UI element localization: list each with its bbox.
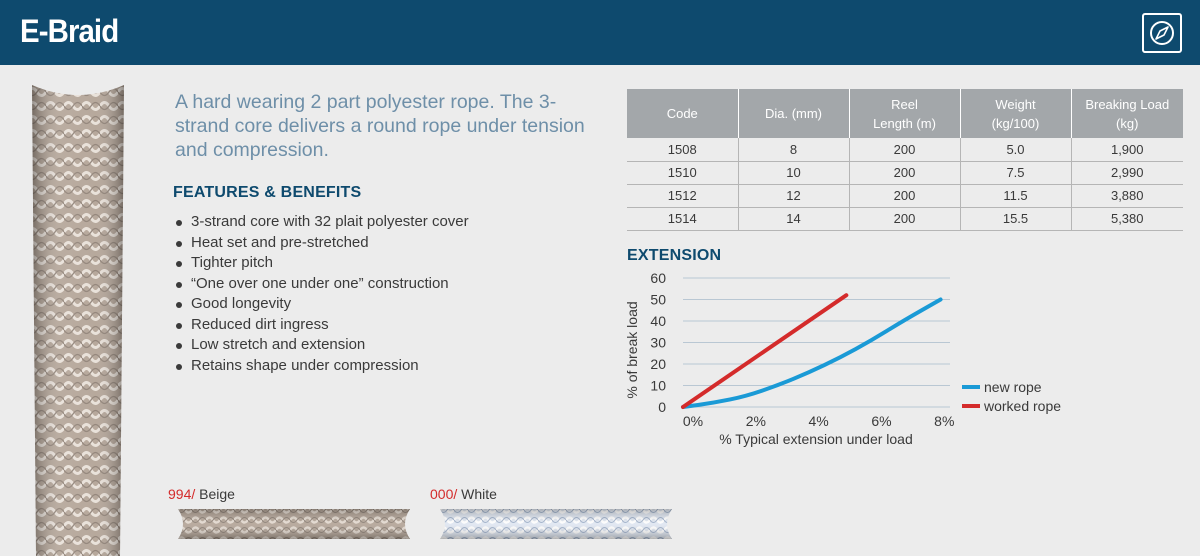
cell-code: 1510 xyxy=(627,161,739,185)
cell-code: 1508 xyxy=(627,138,739,162)
cell-code: 1514 xyxy=(627,207,739,231)
legend-label: worked rope xyxy=(983,398,1061,414)
legend-swatch xyxy=(962,385,980,389)
spec-table: Code Dia. (mm) Reel Length (m) Weight (kg/… xyxy=(627,89,1183,231)
swatch-label-beige: 994/ Beige xyxy=(168,486,235,502)
table-row: 1512 12 200 11.5 3,880 xyxy=(627,184,1183,208)
cell-weight: 5.0 xyxy=(960,138,1072,162)
page-title: E-Braid xyxy=(20,13,119,49)
cell-diameter: 12 xyxy=(738,184,850,208)
feature-item: Good longevity xyxy=(175,294,469,315)
chart-grid xyxy=(683,277,950,408)
chart-series xyxy=(681,293,943,409)
swatch-name: Beige xyxy=(195,486,235,502)
y-tick-label: 10 xyxy=(650,378,666,394)
cell-diameter: 8 xyxy=(738,138,850,162)
x-tick-label: 4% xyxy=(809,413,829,429)
header-bar: E-Braid xyxy=(0,0,1200,65)
table-row: 1510 10 200 7.5 2,990 xyxy=(627,161,1183,185)
col-header-code: Code xyxy=(627,89,739,138)
cell-breaking-load: 5,380 xyxy=(1071,207,1183,231)
feature-item: Reduced dirt ingress xyxy=(175,315,469,336)
table-header-row: Code Dia. (mm) Reel Length (m) Weight (kg/… xyxy=(627,89,1183,138)
chart-x-ticks: 0% 2% 4% 6% 8% xyxy=(683,413,955,429)
features-list: 3-strand core with 32 plait polyester co… xyxy=(175,212,469,376)
cell-diameter: 14 xyxy=(738,207,850,231)
cell-weight: 11.5 xyxy=(960,184,1072,208)
y-tick-label: 50 xyxy=(650,292,666,308)
feature-item: Tighter pitch xyxy=(175,253,469,274)
x-tick-label: 6% xyxy=(871,413,891,429)
swatch-code: 000/ xyxy=(430,486,458,502)
chart-y-axis-label: % of break load xyxy=(624,301,640,398)
cell-reel-length: 200 xyxy=(849,138,961,162)
chart-x-axis-label: % Typical extension under load xyxy=(719,431,913,447)
feature-item: 3-strand core with 32 plait polyester co… xyxy=(175,212,469,233)
col-header-breaking-load: Breaking Load (kg) xyxy=(1071,89,1183,138)
swatch-code: 994/ xyxy=(168,486,196,502)
x-tick-label: 8% xyxy=(934,413,954,429)
feature-item: Retains shape under compression xyxy=(175,356,469,377)
y-tick-label: 0 xyxy=(658,399,666,415)
y-tick-label: 40 xyxy=(650,313,666,329)
extension-chart: 0 10 20 30 40 50 60 0% 2% 4% 6% 8% % of break load… xyxy=(620,270,1080,459)
table-row: 1514 14 200 15.5 5,380 xyxy=(627,207,1183,231)
series-line-new-rope xyxy=(681,297,943,409)
y-tick-label: 60 xyxy=(650,270,666,286)
x-tick-label: 2% xyxy=(746,413,766,429)
cell-reel-length: 200 xyxy=(849,161,961,185)
series-line-worked-rope xyxy=(681,293,849,409)
feature-item: “One over one under one” construction xyxy=(175,274,469,295)
feature-item: Heat set and pre-stretched xyxy=(175,233,469,254)
cell-weight: 15.5 xyxy=(960,207,1072,231)
cell-breaking-load: 1,900 xyxy=(1071,138,1183,162)
x-tick-label: 0% xyxy=(683,413,703,429)
intro-text: A hard wearing 2 part polyester rope. Th… xyxy=(175,91,585,161)
table-row: 1508 8 200 5.0 1,900 xyxy=(627,138,1183,162)
swatch-beige-rope xyxy=(178,505,410,543)
extension-heading: EXTENSION xyxy=(627,247,722,264)
y-tick-label: 30 xyxy=(650,335,666,351)
y-tick-label: 20 xyxy=(650,356,666,372)
swatch-label-white: 000/ White xyxy=(430,486,497,502)
legend-label: new rope xyxy=(984,379,1042,395)
cell-code: 1512 xyxy=(627,184,739,208)
legend-swatch xyxy=(962,404,980,408)
col-header-diameter: Dia. (mm) xyxy=(738,89,850,138)
cell-breaking-load: 2,990 xyxy=(1071,161,1183,185)
feature-item: Low stretch and extension xyxy=(175,335,469,356)
chart-legend: new rope worked rope xyxy=(962,379,1061,414)
cell-breaking-load: 3,880 xyxy=(1071,184,1183,208)
col-header-reel-length: Reel Length (m) xyxy=(849,89,961,138)
cell-reel-length: 200 xyxy=(849,184,961,208)
cell-diameter: 10 xyxy=(738,161,850,185)
swatch-white-rope xyxy=(440,505,672,543)
col-header-weight: Weight (kg/100) xyxy=(960,89,1072,138)
compass-icon xyxy=(1142,13,1182,53)
rope-image-vertical xyxy=(28,85,128,556)
extension-chart-svg: 0 10 20 30 40 50 60 0% 2% 4% 6% 8% % of break load… xyxy=(624,270,1061,447)
features-heading: FEATURES & BENEFITS xyxy=(173,184,362,201)
chart-y-ticks: 0 10 20 30 40 50 60 xyxy=(650,270,666,415)
swatch-name: White xyxy=(457,486,497,502)
cell-weight: 7.5 xyxy=(960,161,1072,185)
cell-reel-length: 200 xyxy=(849,207,961,231)
